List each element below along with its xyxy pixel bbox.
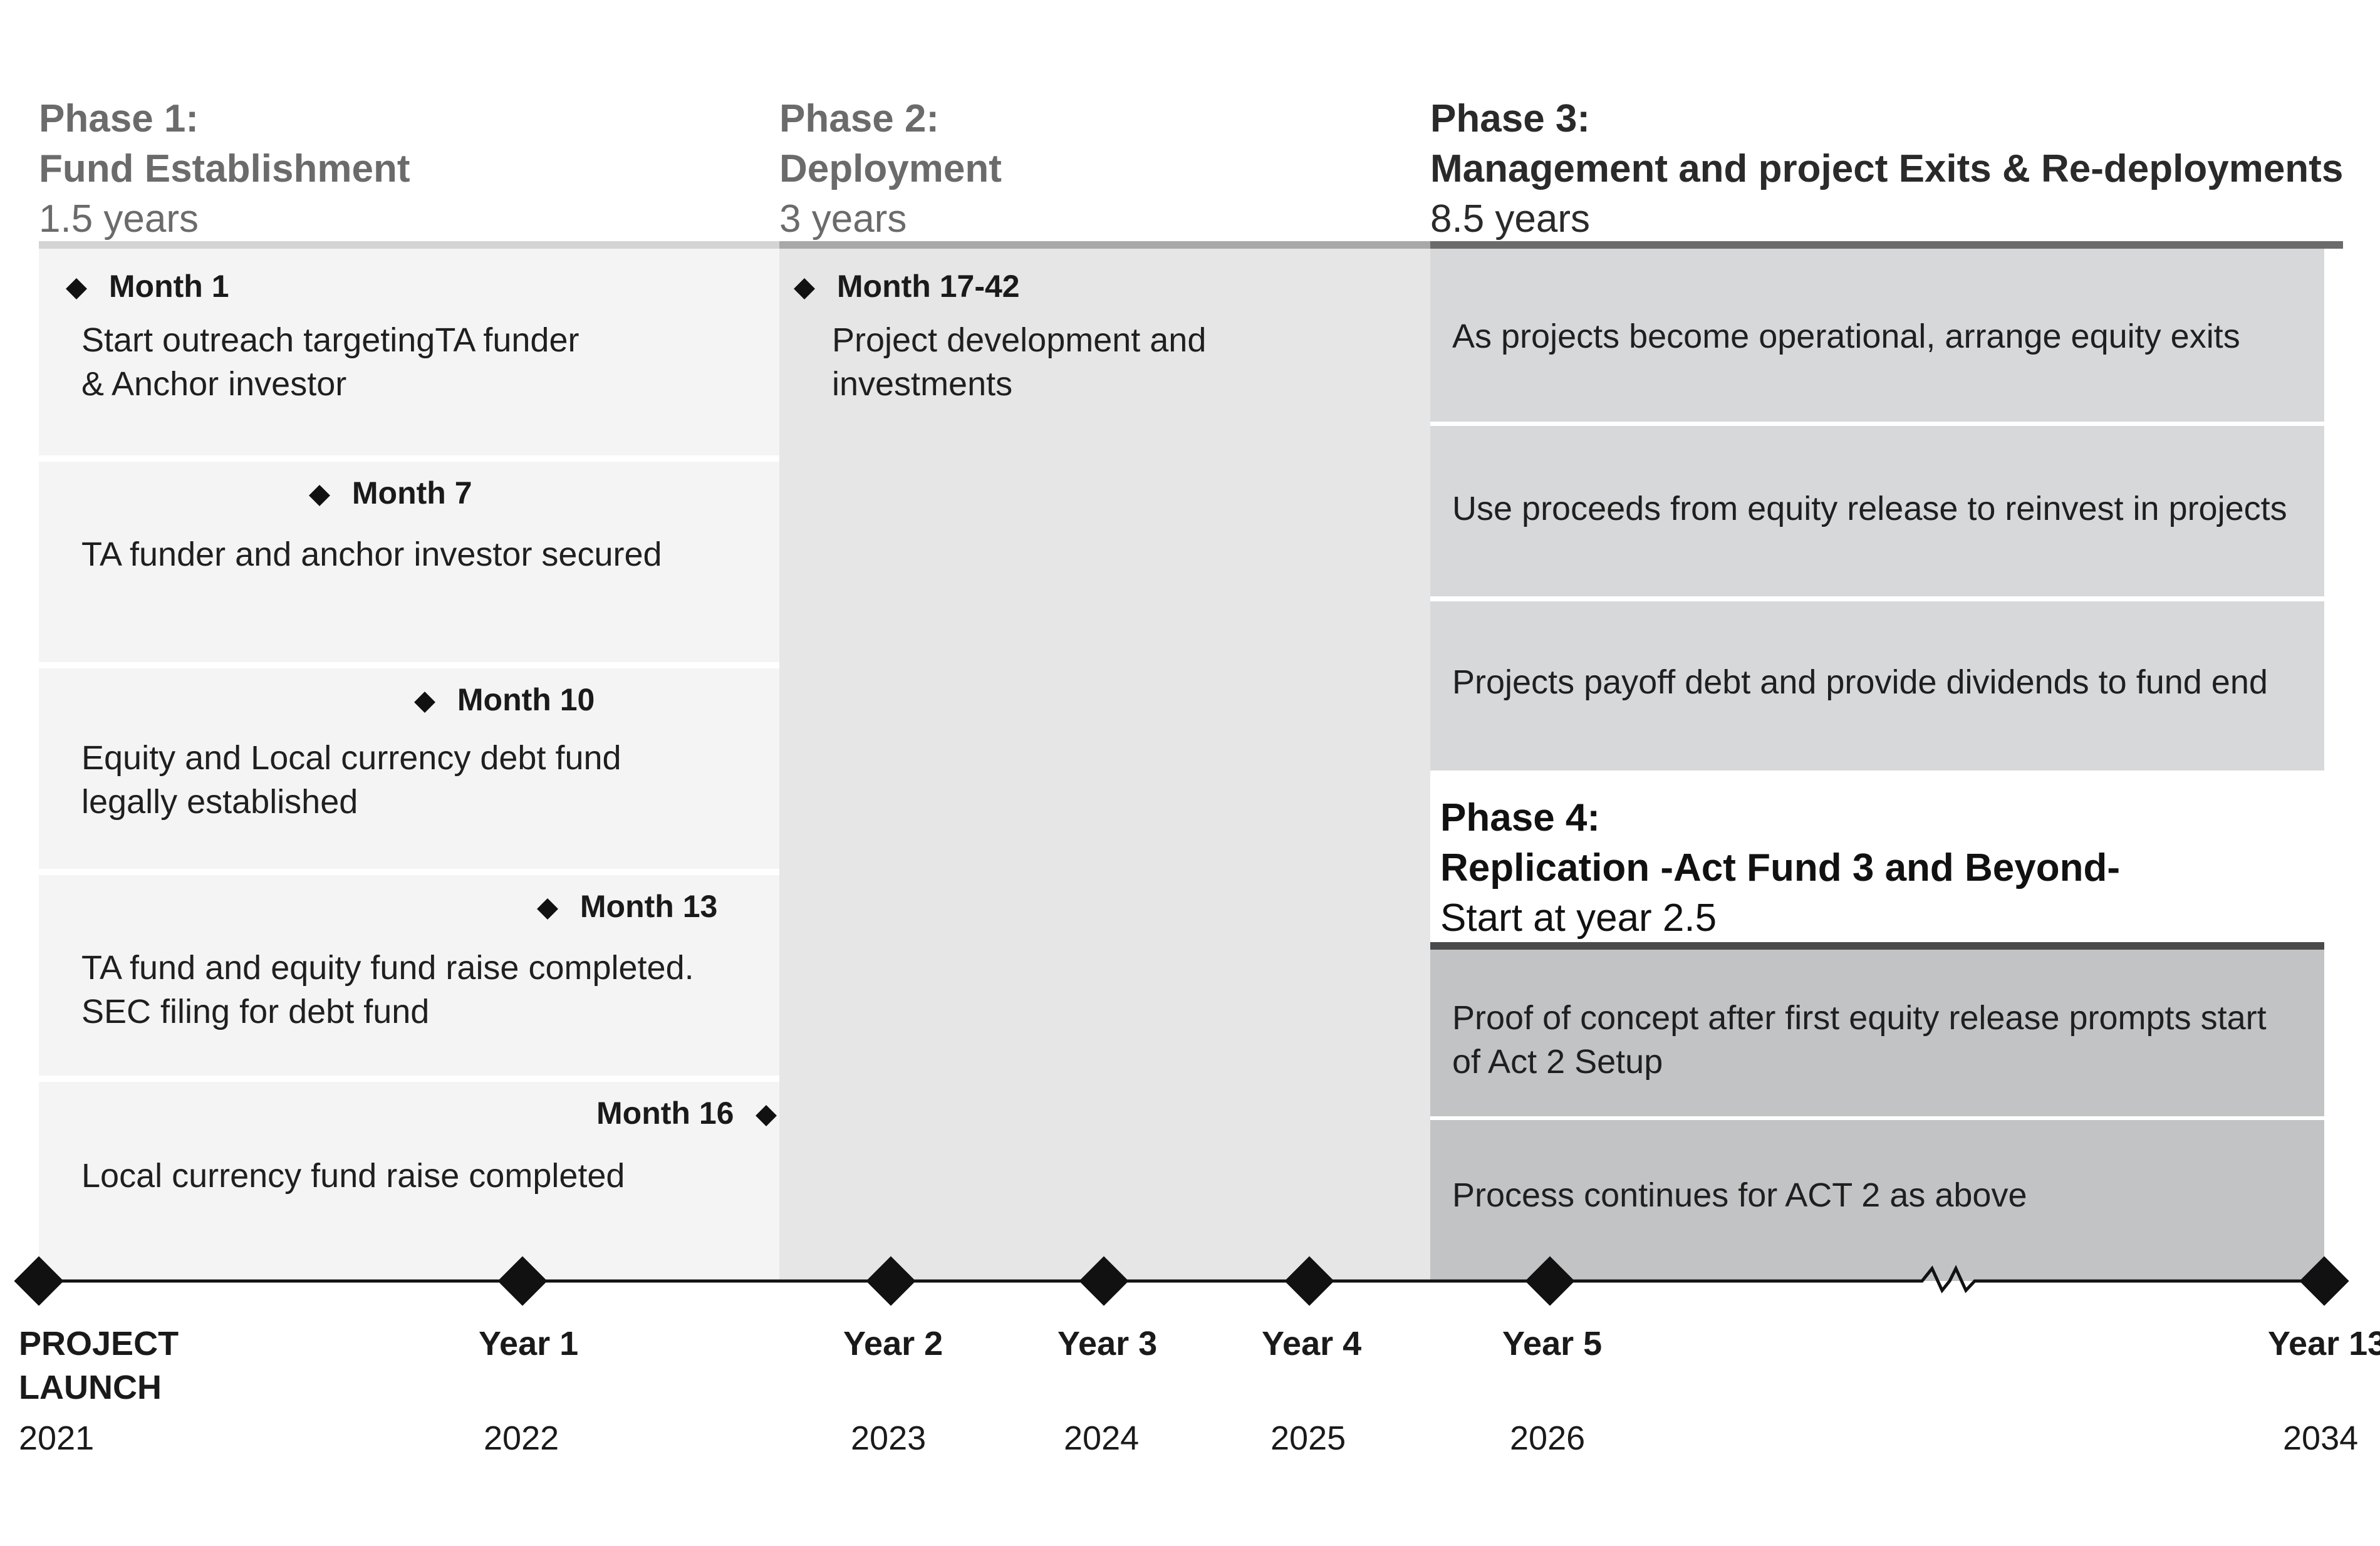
phase-1-header: Phase 1: Fund Establishment 1.5 years xyxy=(39,94,410,244)
timeline-year-2022: 2022 xyxy=(484,1419,559,1457)
phase-1-box-5 xyxy=(39,1082,779,1281)
desc-line: Project development and xyxy=(832,321,1207,359)
phase-1-box-1 xyxy=(39,249,779,455)
phase-2-name: Deployment xyxy=(779,147,1002,190)
milestone-label: Month 1 xyxy=(108,269,229,304)
phase-4-item-1: Proof of concept after first equity rele… xyxy=(1452,996,2267,1084)
phase-2-header: Phase 2: Deployment 3 years xyxy=(779,94,1002,244)
phase-1-box-4 xyxy=(39,875,779,1076)
phase-1-box-2 xyxy=(39,462,779,662)
phase-4-duration: Start at year 2.5 xyxy=(1440,896,1717,940)
phase-2-rule xyxy=(779,241,1430,249)
phase-1-duration: 1.5 years xyxy=(39,197,199,241)
diamond-marker-icon xyxy=(794,278,815,299)
phase-3-rule xyxy=(1430,241,2343,249)
milestone-month-7-desc: TA funder and anchor investor secured xyxy=(81,532,662,576)
phase-4-label: Phase 4: xyxy=(1440,796,1601,839)
phase-1-rule xyxy=(39,241,779,249)
phase-3-box-3 xyxy=(1430,601,2324,770)
milestone-month-10-desc: Equity and Local currency debt fund lega… xyxy=(81,736,621,824)
milestone-label: Month 13 xyxy=(579,889,718,924)
desc-line: Equity and Local currency debt fund xyxy=(81,739,621,777)
phase-3-header: Phase 3: Management and project Exits & … xyxy=(1430,94,2343,244)
desc-line: TA fund and equity fund raise completed. xyxy=(81,949,694,987)
timeline-year-2021: 2021 xyxy=(19,1419,95,1457)
phase-3-duration: 8.5 years xyxy=(1430,197,1591,241)
milestone-month-1-desc: Start outreach targetingTA funder & Anch… xyxy=(81,318,579,406)
phase-1-name: Fund Establishment xyxy=(39,147,410,190)
milestone-month-16-desc: Local currency fund raise completed xyxy=(81,1154,625,1198)
milestone-month-16: Month 16 xyxy=(596,1095,777,1131)
diamond-marker-icon xyxy=(756,1104,777,1126)
desc-line: investments xyxy=(832,365,1013,403)
phase-1-box-3 xyxy=(39,668,779,869)
label-line: PROJECT xyxy=(19,1325,179,1362)
desc-line: Process continues for ACT 2 as above xyxy=(1452,1176,2027,1214)
desc-line: Start outreach targetingTA funder xyxy=(81,321,579,359)
desc-line: SEC filing for debt fund xyxy=(81,993,430,1030)
desc-line: & Anchor investor xyxy=(81,365,347,403)
desc-line: TA funder and anchor investor secured xyxy=(81,536,662,573)
timeline-label-launch: PROJECT LAUNCH xyxy=(19,1322,179,1409)
phase-2-box xyxy=(779,249,1430,1281)
milestone-month-7: Month 7 xyxy=(309,475,472,511)
milestone-label: Month 7 xyxy=(351,475,472,511)
timeline-label-year-3: Year 3 xyxy=(1057,1325,1158,1362)
diamond-marker-icon xyxy=(309,484,330,506)
timeline-label-year-5: Year 5 xyxy=(1502,1325,1603,1362)
diamond-marker-icon xyxy=(414,691,435,713)
phase-3-item-3: Projects payoff debt and provide dividen… xyxy=(1452,663,2268,701)
timeline-year-2034: 2034 xyxy=(2283,1419,2359,1457)
desc-line: Local currency fund raise completed xyxy=(81,1157,625,1195)
milestone-month-17-42-desc: Project development and investments xyxy=(832,318,1206,406)
label-line: LAUNCH xyxy=(19,1369,162,1406)
desc-line: of Act 2 Setup xyxy=(1452,1043,1663,1081)
timeline-label-year-4: Year 4 xyxy=(1262,1325,1362,1362)
phase-2-label: Phase 2: xyxy=(779,97,940,140)
desc-line: legally established xyxy=(81,783,358,821)
phase-3-item-1: As projects become operational, arrange … xyxy=(1452,318,2240,355)
phase-3-box-2 xyxy=(1430,426,2324,596)
timeline-year-2025: 2025 xyxy=(1271,1419,1346,1457)
timeline-label-year-1: Year 1 xyxy=(479,1325,579,1362)
timeline-year-2024: 2024 xyxy=(1064,1419,1140,1457)
phase-4-header: Phase 4: Replication -Act Fund 3 and Bey… xyxy=(1440,793,2120,943)
phase-4-box-2 xyxy=(1430,1120,2324,1281)
phase-3-label: Phase 3: xyxy=(1430,97,1591,140)
diamond-marker-icon xyxy=(537,898,558,920)
desc-line: Proof of concept after first equity rele… xyxy=(1452,999,2267,1037)
phase-4-rule xyxy=(1430,942,2324,950)
phase-4-item-2: Process continues for ACT 2 as above xyxy=(1452,1173,2027,1217)
phase-4-name: Replication -Act Fund 3 and Beyond- xyxy=(1440,846,2121,890)
phase-3-name: Management and project Exits & Re-deploy… xyxy=(1430,147,2344,190)
milestone-month-1: Month 1 xyxy=(66,268,229,304)
phase-3-item-2: Use proceeds from equity release to rein… xyxy=(1452,490,2287,527)
milestone-label: Month 10 xyxy=(457,682,595,717)
milestone-label: Month 16 xyxy=(596,1096,734,1131)
phase-2-duration: 3 years xyxy=(779,197,907,241)
phase-1-label: Phase 1: xyxy=(39,97,199,140)
timeline-label-year-13: Year 13 xyxy=(2268,1325,2380,1362)
milestone-month-13-desc: TA fund and equity fund raise completed.… xyxy=(81,946,694,1034)
timeline-label-year-2: Year 2 xyxy=(843,1325,943,1362)
phase-3-box-1 xyxy=(1430,249,2324,422)
milestone-month-10: Month 10 xyxy=(414,682,595,718)
phase-4-box-1 xyxy=(1430,950,2324,1116)
timeline-axis xyxy=(39,1265,2324,1294)
diamond-marker-icon xyxy=(66,278,87,299)
milestone-month-17-42: Month 17-42 xyxy=(794,268,1020,304)
timeline-year-2023: 2023 xyxy=(851,1419,927,1457)
timeline-year-2026: 2026 xyxy=(1510,1419,1586,1457)
milestone-month-13: Month 13 xyxy=(537,888,718,925)
milestone-label: Month 17-42 xyxy=(836,269,1020,304)
